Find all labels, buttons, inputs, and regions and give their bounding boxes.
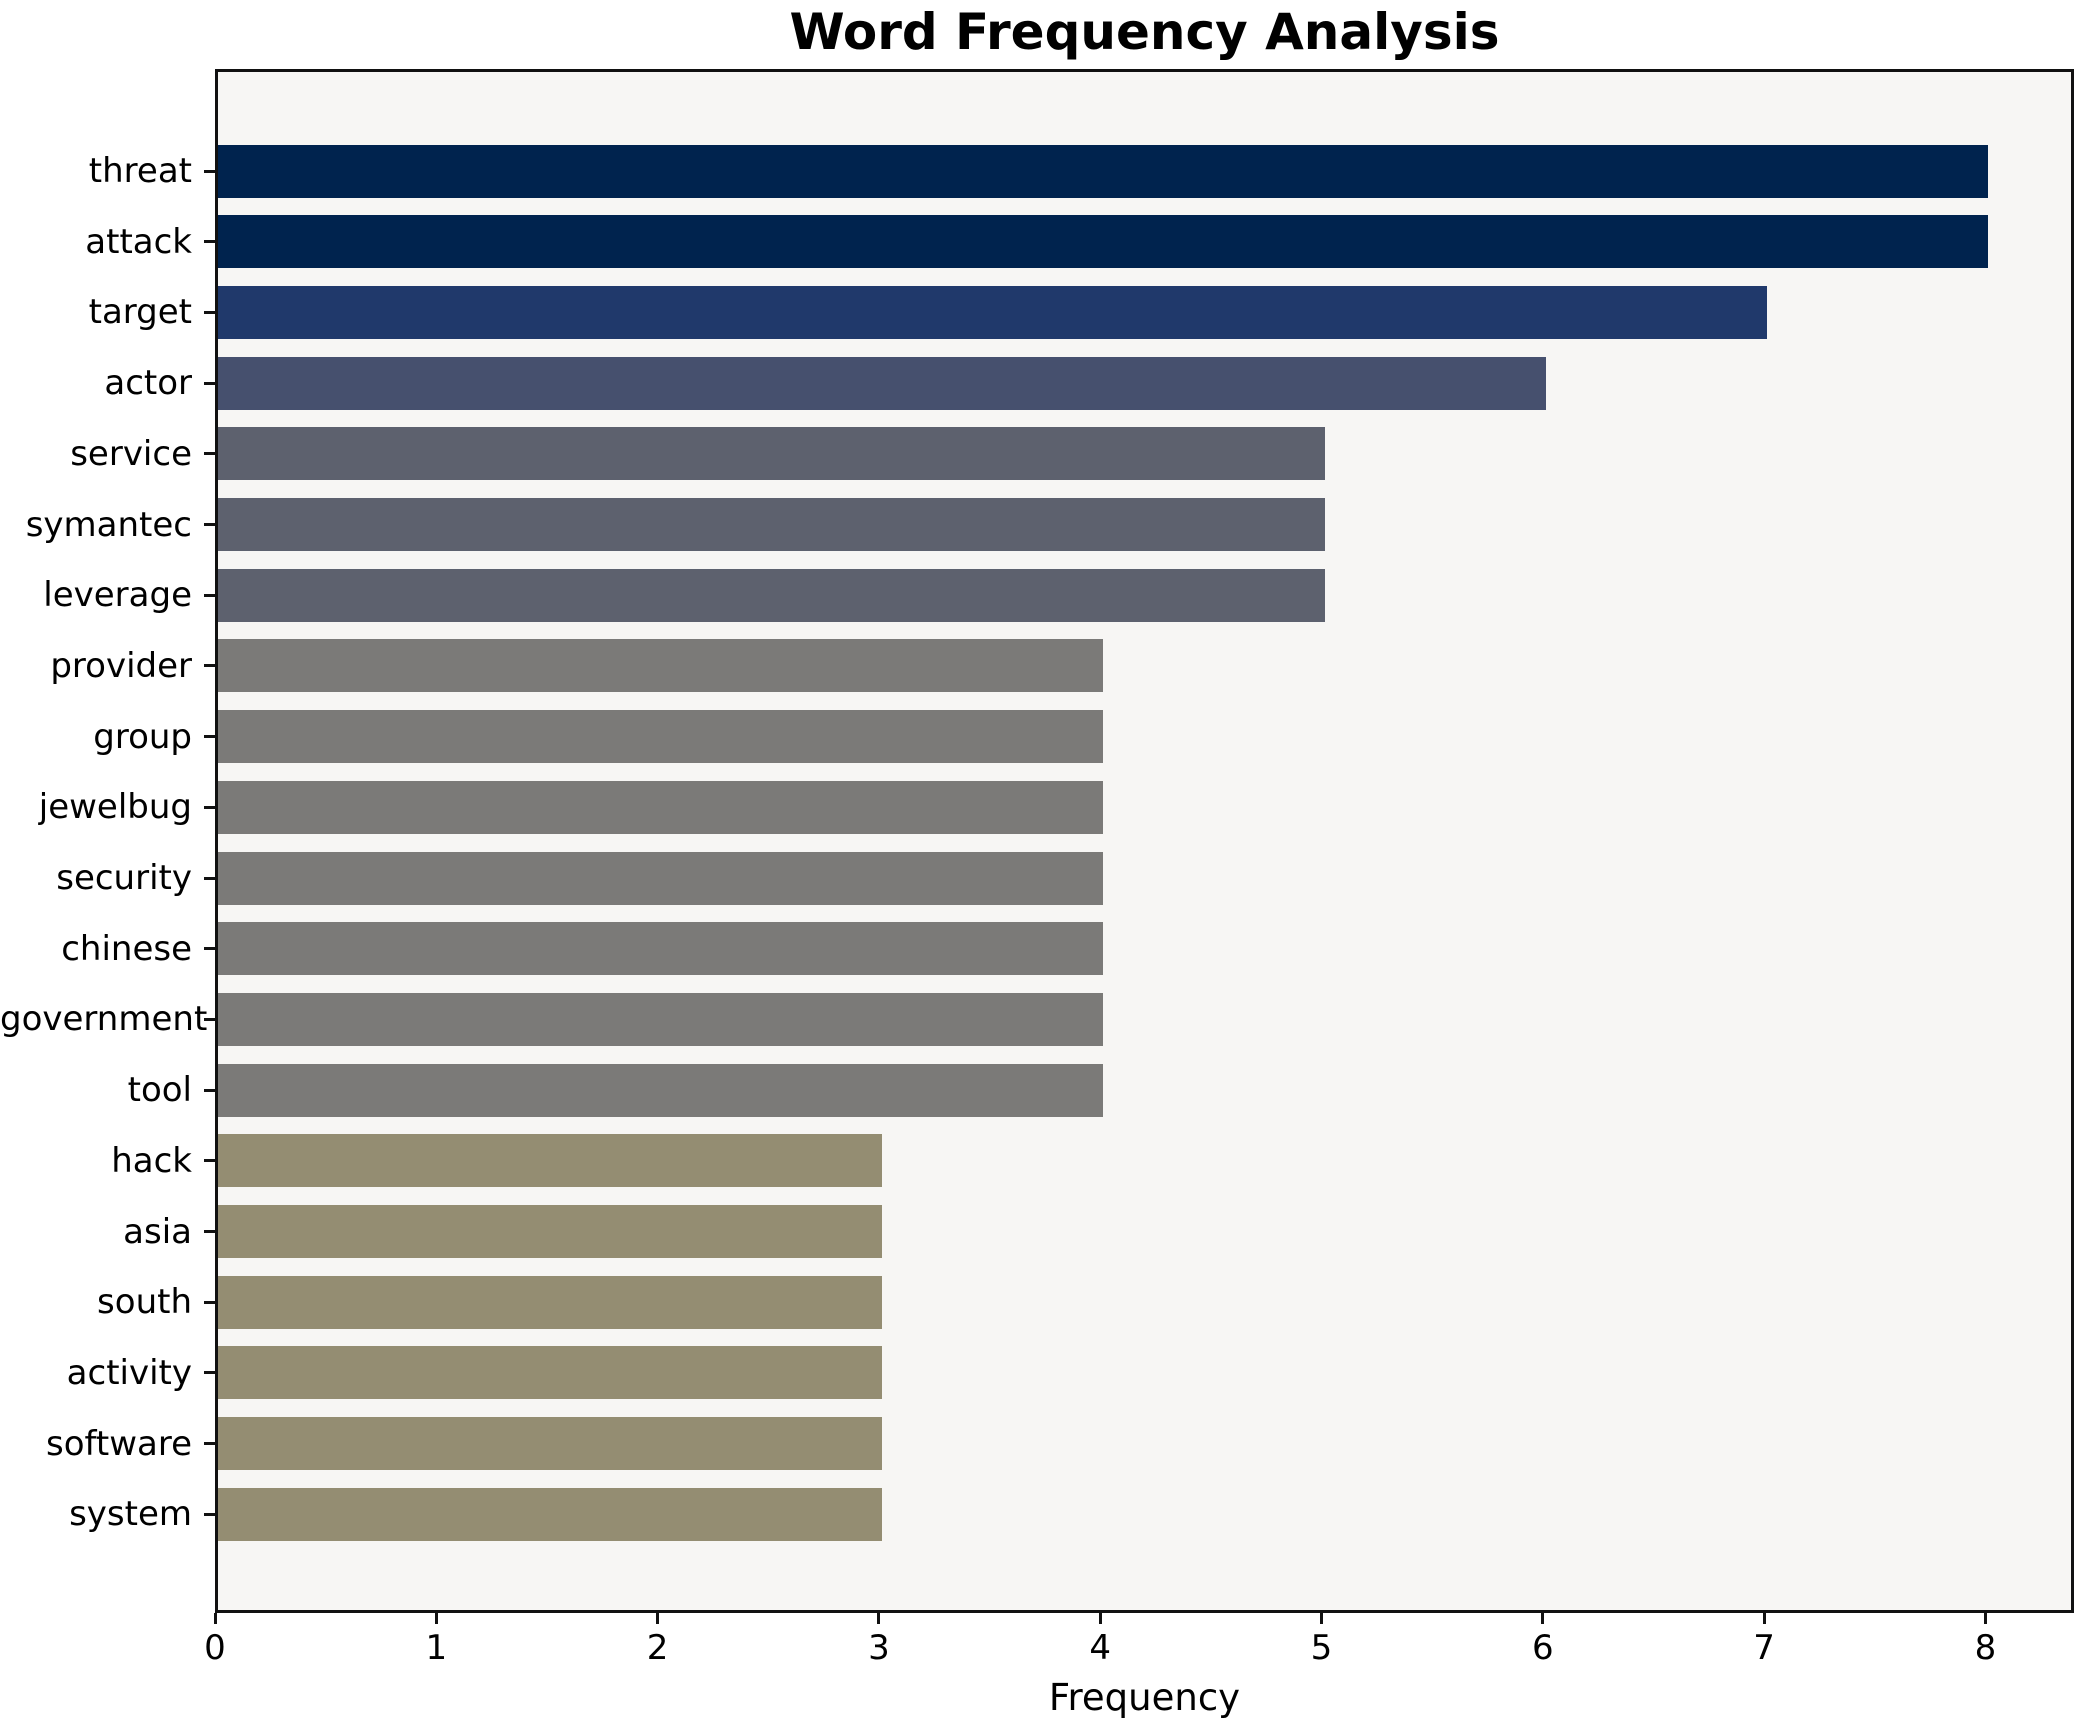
bar-government [218, 992, 1104, 1046]
bar-leverage [218, 568, 1325, 622]
x-tick-label-5: 5 [1310, 1628, 1333, 1668]
x-tick-label-4: 4 [1089, 1628, 1111, 1668]
y-tick-mark [204, 310, 215, 314]
x-tick-mark [877, 1613, 881, 1624]
y-tick-mark [204, 523, 215, 526]
y-tick-label-attack: attack [85, 221, 192, 262]
bar-software [218, 1417, 882, 1471]
y-tick-label-chinese: chinese [61, 928, 192, 969]
x-tick-label-8: 8 [1974, 1628, 1997, 1668]
y-tick-label-threat: threat [88, 151, 192, 191]
y-tick-mark [204, 593, 215, 597]
x-tick-label-7: 7 [1753, 1628, 1775, 1668]
bar-group [218, 710, 1104, 764]
y-tick-mark [204, 1159, 215, 1163]
bar-system [218, 1487, 882, 1541]
bar-security [218, 851, 1104, 905]
y-tick-label-leverage: leverage [43, 575, 192, 616]
x-tick-mark [213, 1613, 217, 1624]
y-tick-label-group: group [93, 716, 192, 757]
y-tick-mark [204, 664, 215, 668]
y-tick-label-hack: hack [111, 1140, 192, 1181]
y-tick-mark [204, 1017, 215, 1021]
y-tick-label-actor: actor [104, 363, 192, 404]
y-tick-label-jewelbug: jewelbug [38, 787, 192, 828]
bar-activity [218, 1346, 882, 1400]
y-tick-mark [204, 1512, 215, 1516]
y-tick-mark [204, 240, 215, 244]
y-tick-mark [204, 876, 215, 880]
x-tick-label-6: 6 [1531, 1628, 1554, 1668]
y-tick-mark [204, 1230, 215, 1233]
x-axis-title: Frequency [1048, 1676, 1241, 1719]
x-tick-mark [1098, 1613, 1102, 1624]
x-tick-label-3: 3 [868, 1628, 890, 1668]
chart-title: Word Frequency Analysis [789, 3, 1500, 61]
y-tick-mark [204, 1088, 215, 1092]
y-tick-label-system: system [69, 1494, 192, 1535]
x-tick-label-0: 0 [204, 1628, 226, 1668]
y-tick-label-government: government [0, 999, 208, 1040]
y-tick-mark [204, 169, 215, 173]
bar-symantec [218, 498, 1325, 551]
bar-hack [218, 1134, 882, 1188]
y-tick-label-tool: tool [127, 1070, 192, 1111]
y-tick-mark [204, 1371, 215, 1375]
x-tick-mark [656, 1613, 660, 1624]
bar-jewelbug [218, 780, 1104, 834]
plot-area [215, 69, 2074, 1613]
y-tick-mark [204, 381, 215, 385]
bar-south [218, 1275, 882, 1329]
y-tick-label-target: target [88, 292, 192, 333]
bar-attack [218, 215, 1989, 269]
y-tick-mark [204, 947, 215, 951]
y-tick-mark [204, 452, 215, 456]
y-tick-label-symantec: symantec [25, 504, 192, 545]
y-tick-mark [204, 1300, 215, 1304]
y-tick-label-provider: provider [50, 645, 192, 686]
y-tick-label-asia: asia [123, 1211, 192, 1252]
bar-provider [218, 639, 1104, 693]
x-tick-mark [1983, 1613, 1987, 1624]
bar-service [218, 427, 1325, 481]
bar-threat [218, 144, 1989, 198]
y-tick-mark [204, 1442, 215, 1446]
bar-asia [218, 1205, 882, 1258]
x-tick-mark [1320, 1613, 1323, 1624]
y-tick-label-security: security [56, 858, 192, 898]
y-tick-mark [204, 805, 215, 809]
bar-tool [218, 1063, 1104, 1117]
bar-actor [218, 356, 1546, 410]
x-tick-mark [1541, 1613, 1545, 1624]
bar-target [218, 285, 1768, 339]
x-tick-mark [434, 1613, 438, 1624]
x-tick-label-2: 2 [646, 1628, 669, 1668]
y-tick-label-software: software [45, 1423, 192, 1464]
bar-chinese [218, 922, 1104, 976]
y-tick-label-service: service [70, 433, 192, 474]
y-tick-label-south: south [97, 1282, 192, 1323]
x-tick-mark [1762, 1613, 1766, 1624]
y-tick-mark [204, 735, 215, 739]
y-tick-label-activity: activity [66, 1352, 192, 1393]
x-tick-label-1: 1 [425, 1628, 448, 1668]
